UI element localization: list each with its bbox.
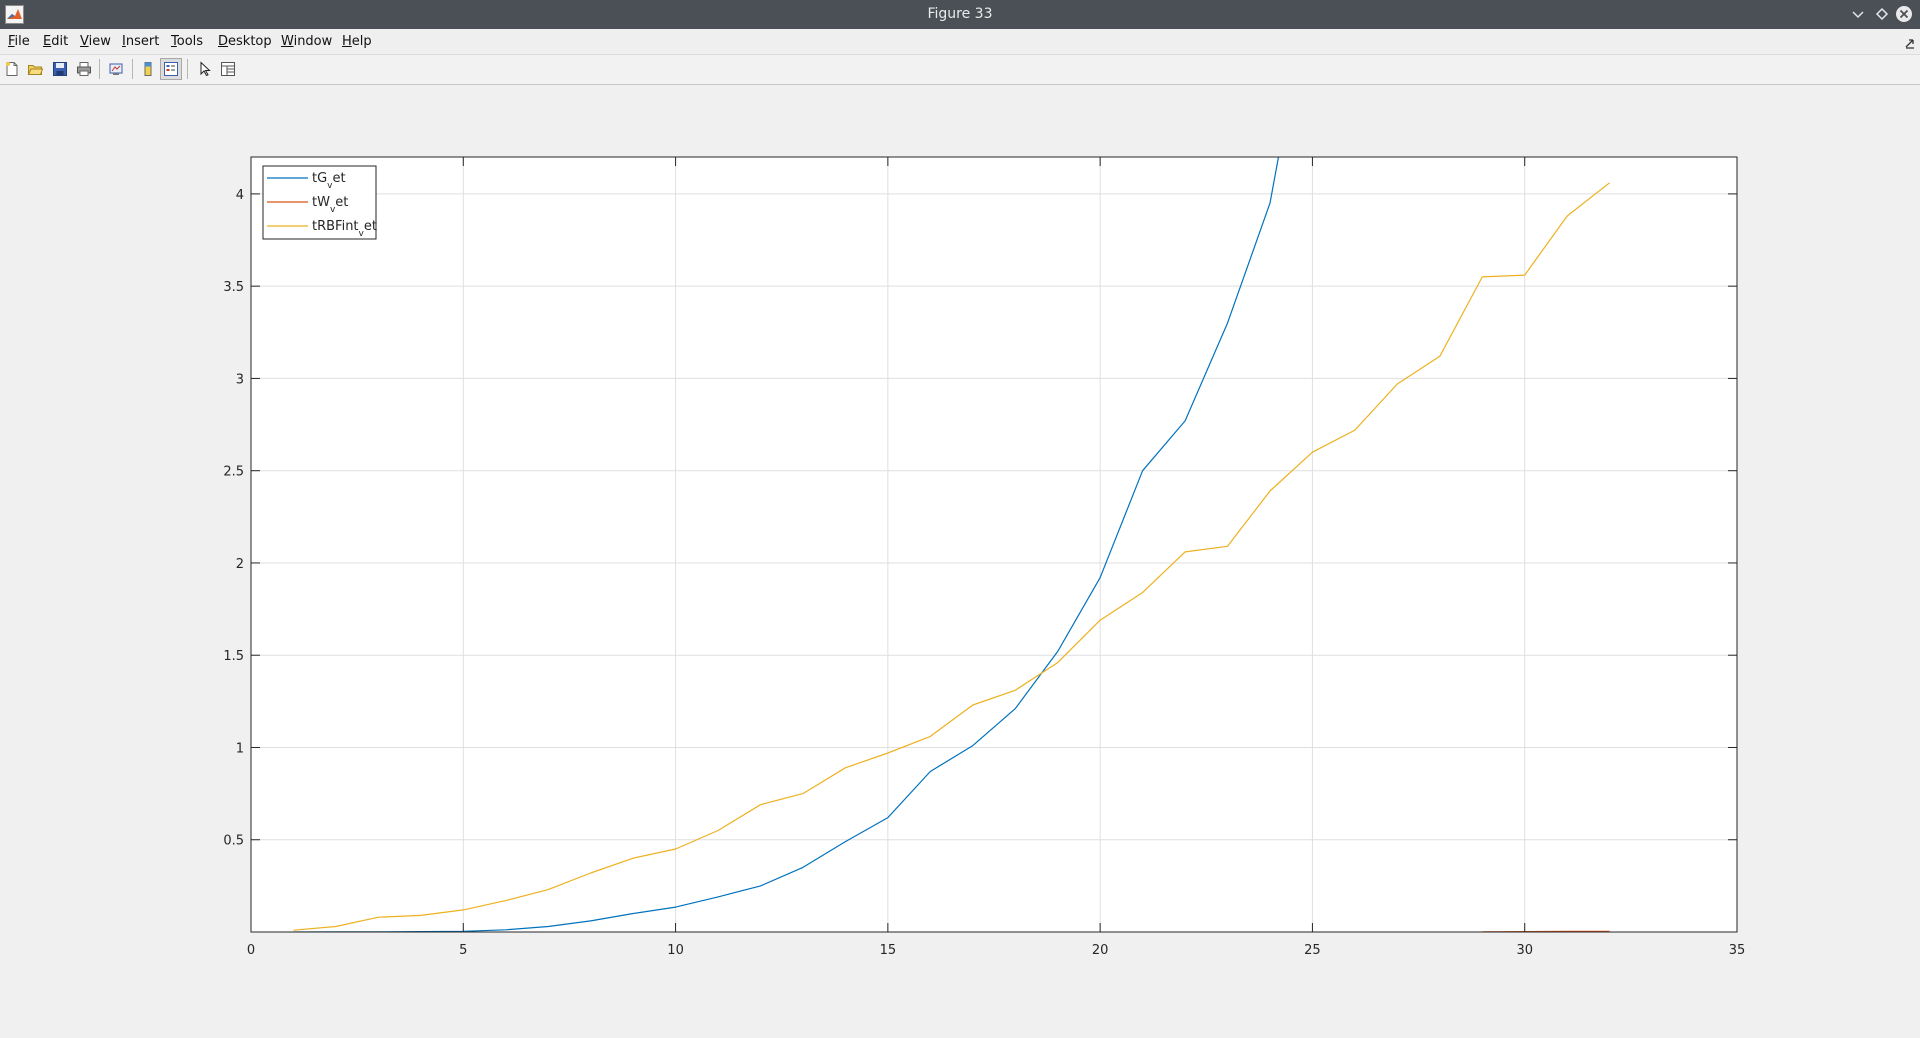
- y-tick-label: 3: [236, 372, 244, 387]
- series-line-trbfintvet[interactable]: [293, 182, 1610, 931]
- matlab-logo-icon[interactable]: [5, 5, 24, 24]
- tick-labels: 0 5 10 15 20 25 30 35 0.5 1 1.5 2 2.5 3 3.5 4: [223, 188, 1745, 958]
- x-tick-label: 25: [1304, 943, 1321, 958]
- y-tick-label: 1: [236, 741, 244, 756]
- ticks: [250, 157, 1738, 932]
- axes-frame: [250, 156, 1738, 933]
- save-icon[interactable]: [50, 59, 70, 79]
- menu-window[interactable]: Window: [281, 34, 333, 49]
- toolbar: [0, 55, 1920, 85]
- diamond-icon[interactable]: [1873, 5, 1891, 23]
- title-bar: Figure 33: [0, 0, 1920, 29]
- y-tick-label: 0.5: [223, 834, 244, 849]
- legend-label-tail: et: [335, 195, 348, 210]
- x-tick-label: 10: [667, 943, 684, 958]
- menu-help[interactable]: Help: [342, 34, 372, 49]
- link-plot-icon[interactable]: [106, 59, 126, 79]
- menu-view[interactable]: View: [80, 34, 111, 49]
- x-tick-label: 30: [1516, 943, 1533, 958]
- grid-lines: [251, 157, 1737, 932]
- legend-label-subscript: v: [327, 181, 333, 191]
- close-icon[interactable]: [1895, 5, 1913, 23]
- toolbar-separator: [187, 59, 188, 79]
- legend-entry: tGvet: [312, 171, 346, 191]
- edit-plot-arrow-icon[interactable]: [195, 59, 215, 79]
- menu-file[interactable]: File: [8, 34, 30, 49]
- menu-edit[interactable]: Edit: [43, 34, 69, 49]
- dock-arrow-icon[interactable]: [1904, 35, 1916, 49]
- figure-canvas: 0 5 10 15 20 25 30 35 0.5 1 1.5 2 2.5 3 3.5 4 tGvet tWve…: [0, 86, 1920, 1038]
- menu-desktop[interactable]: Desktop: [218, 34, 272, 49]
- legend-entry: tRBFintvet: [312, 219, 377, 239]
- legend-label-tail: et: [364, 219, 377, 234]
- property-inspector-icon[interactable]: [218, 59, 238, 79]
- menu-bar: File Edit View Insert Tools Desktop Wind…: [0, 29, 1920, 55]
- axes-box[interactable]: [251, 157, 1737, 932]
- legend-label-main: tW: [312, 195, 330, 210]
- menu-tools[interactable]: Tools: [171, 34, 204, 49]
- x-tick-label: 15: [880, 943, 897, 958]
- y-tick-label: 4: [236, 188, 244, 203]
- legend-entry: tWvet: [312, 195, 348, 215]
- y-tick-label: 1.5: [223, 649, 244, 664]
- toolbar-separator: [132, 59, 133, 79]
- legend-label-tail: et: [333, 171, 346, 186]
- legend-label-subscript: v: [330, 205, 336, 215]
- legend-label-main: tG: [312, 171, 327, 186]
- x-tick-label: 35: [1729, 943, 1746, 958]
- y-tick-label: 2: [236, 557, 244, 572]
- legend-label-subscript: v: [359, 229, 365, 239]
- x-tick-label: 5: [459, 943, 467, 958]
- window-title: Figure 33: [927, 6, 993, 22]
- x-tick-label: 0: [247, 943, 255, 958]
- colorbar-icon[interactable]: [138, 59, 158, 79]
- x-tick-label: 20: [1092, 943, 1109, 958]
- print-icon[interactable]: [74, 59, 94, 79]
- legend-label-main: tRBFint: [312, 219, 359, 234]
- line-chart[interactable]: 0 5 10 15 20 25 30 350.511.522.533.54 tGvettWve…: [0, 86, 1920, 1038]
- menu-insert[interactable]: Insert: [122, 34, 160, 49]
- chevron-down-icon[interactable]: [1849, 5, 1867, 23]
- y-tick-label: 2.5: [223, 465, 244, 480]
- toolbar-separator: [99, 59, 100, 79]
- legend-toggle-icon[interactable]: [160, 58, 182, 80]
- open-file-icon[interactable]: [25, 59, 45, 79]
- new-figure-icon[interactable]: [2, 59, 22, 79]
- y-tick-label: 3.5: [223, 280, 244, 295]
